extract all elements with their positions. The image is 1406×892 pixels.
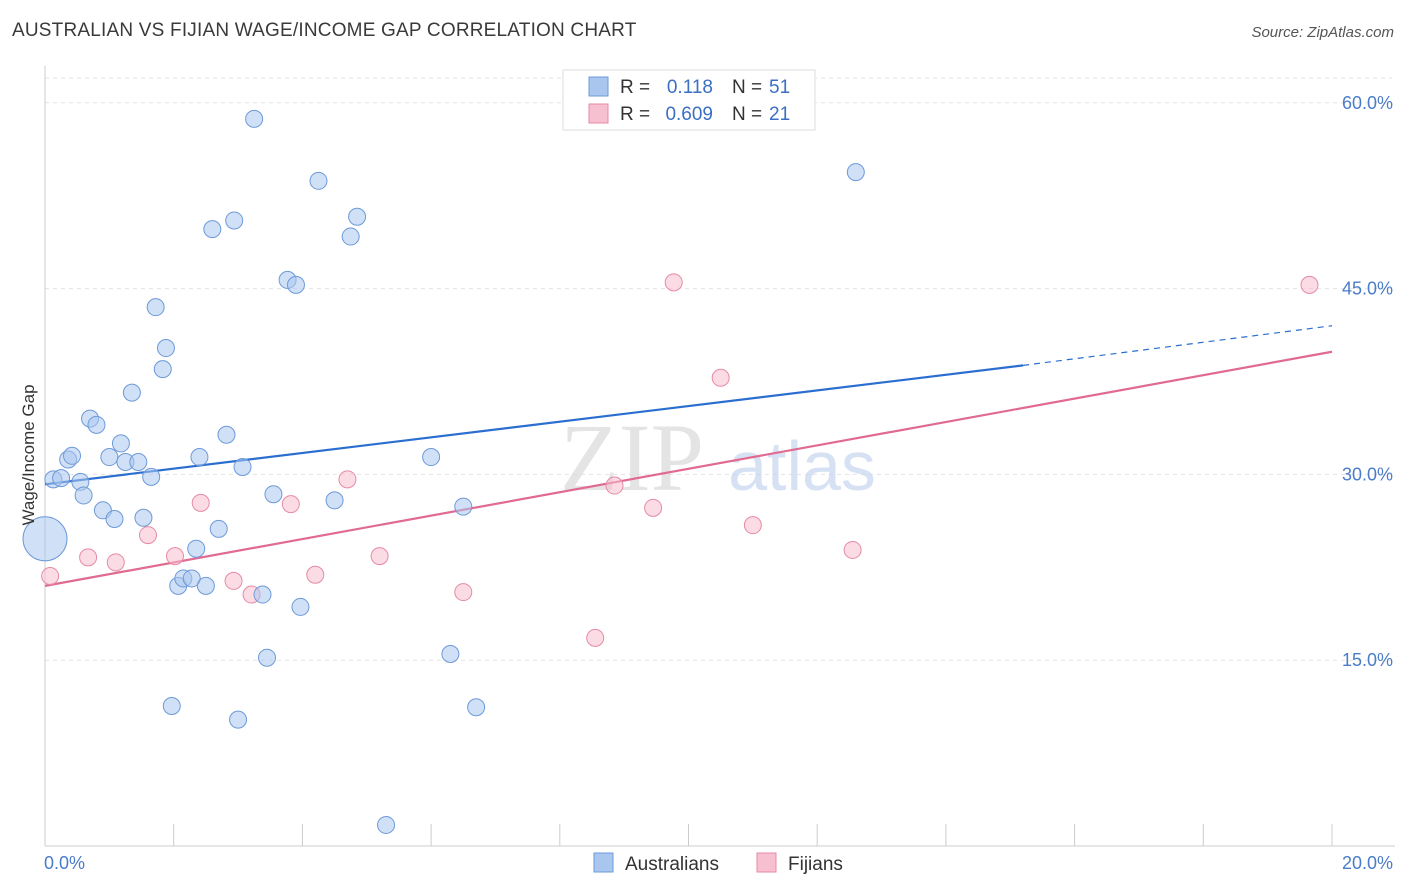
chart-source: Source: ZipAtlas.com xyxy=(1251,24,1394,41)
y-tick-label: 60.0% xyxy=(1342,93,1393,113)
point-australians xyxy=(162,697,181,716)
point-australians xyxy=(122,383,141,402)
point-australians xyxy=(341,227,360,246)
legend: R = 0.118 N = 51 R = 0.609 N = 21 xyxy=(562,69,816,131)
point-australians xyxy=(217,425,236,444)
point-australians xyxy=(291,597,310,616)
point-fijians xyxy=(138,526,157,545)
point-australians xyxy=(142,467,161,486)
legend-swatch-australians xyxy=(588,76,609,97)
point-australians xyxy=(190,448,209,467)
point-australians xyxy=(233,457,252,476)
point-fijians xyxy=(338,470,357,489)
tick-labels: 15.0% 30.0% 45.0% 60.0% 0.0% 20.0% xyxy=(44,93,1393,873)
point-fijians xyxy=(644,498,663,517)
trendline-australians-extension xyxy=(1023,325,1333,366)
point-australians xyxy=(111,434,130,453)
point-fijians xyxy=(370,547,389,566)
legend-n-label-1: N = xyxy=(732,77,762,98)
point-fijians xyxy=(586,628,605,647)
legend-n-value-2: 21 xyxy=(769,104,790,125)
point-australians xyxy=(348,207,367,226)
legend-swatch-fijians xyxy=(588,103,609,124)
point-fijians xyxy=(743,516,762,535)
point-fijians xyxy=(281,495,300,514)
point-australians xyxy=(87,415,106,434)
point-australians xyxy=(467,698,486,717)
point-fijians xyxy=(605,476,624,495)
trendline-australians xyxy=(44,364,1024,486)
legend-n-label-2: N = xyxy=(732,104,762,125)
point-australians xyxy=(203,220,222,239)
point-australians xyxy=(454,497,473,516)
y-axis-label: Wage/Income Gap xyxy=(19,384,38,525)
point-fijians xyxy=(843,540,862,559)
watermark-zip: ZIP xyxy=(560,404,704,511)
point-australians xyxy=(441,645,460,663)
y-tick-label: 30.0% xyxy=(1342,464,1393,484)
point-australians xyxy=(74,486,93,505)
point-fijians xyxy=(79,548,98,567)
point-australians xyxy=(63,446,82,465)
data-points xyxy=(22,109,1319,834)
point-australians xyxy=(225,211,244,230)
point-fijians xyxy=(191,493,210,512)
point-australians xyxy=(182,569,201,588)
x-tick-label-min: 0.0% xyxy=(44,853,85,873)
trendline-fijians xyxy=(44,350,1333,587)
point-australians xyxy=(134,508,153,527)
point-fijians xyxy=(454,583,473,602)
point-australians xyxy=(264,485,283,504)
point-australians xyxy=(258,648,277,667)
point-fijians xyxy=(664,273,683,292)
point-australians xyxy=(196,576,215,595)
point-australians xyxy=(325,491,344,510)
point-australians xyxy=(286,275,305,294)
point-australians xyxy=(146,298,165,317)
bottom-legend-swatch-fijians xyxy=(756,852,777,873)
point-australians xyxy=(187,539,206,558)
point-fijians xyxy=(106,553,125,572)
point-australians xyxy=(422,448,441,467)
y-tick-label: 15.0% xyxy=(1342,650,1393,670)
point-australians xyxy=(100,448,119,467)
point-australians xyxy=(846,163,865,182)
legend-r-value-1: 0.118 xyxy=(667,77,713,98)
point-fijians xyxy=(41,566,60,585)
watermark: ZIP atlas xyxy=(560,404,876,511)
y-tick-label: 45.0% xyxy=(1342,279,1393,299)
bottom-legend-swatch-australians xyxy=(593,852,614,873)
point-australians xyxy=(229,710,248,729)
legend-r-label-2: R = xyxy=(620,104,650,125)
point-fijians xyxy=(711,368,730,387)
point-australians xyxy=(209,519,228,538)
legend-r-value-2: 0.609 xyxy=(665,104,713,125)
point-australians xyxy=(52,469,71,488)
axes xyxy=(44,66,1395,847)
point-fijians xyxy=(306,565,325,584)
point-australians xyxy=(309,171,328,190)
point-australians xyxy=(245,109,264,128)
x-tick-label-max: 20.0% xyxy=(1342,853,1393,873)
bottom-legend-fijians: Fijians xyxy=(788,854,843,875)
point-australians xyxy=(377,815,396,834)
legend-r-label-1: R = xyxy=(620,77,650,98)
point-australians xyxy=(156,339,175,358)
chart-title: AUSTRALIAN VS FIJIAN WAGE/INCOME GAP COR… xyxy=(12,20,637,41)
point-fijians xyxy=(165,547,184,566)
point-australians xyxy=(22,516,68,562)
point-fijians xyxy=(224,571,243,590)
point-fijians xyxy=(1300,275,1319,294)
legend-n-value-1: 51 xyxy=(769,77,790,98)
point-australians xyxy=(253,585,272,604)
trend-lines xyxy=(44,325,1333,587)
bottom-legend: Australians Fijians xyxy=(593,852,843,875)
point-australians xyxy=(129,453,148,471)
point-australians xyxy=(105,509,124,528)
bottom-legend-australians: Australians xyxy=(625,854,719,875)
point-australians xyxy=(153,360,172,379)
